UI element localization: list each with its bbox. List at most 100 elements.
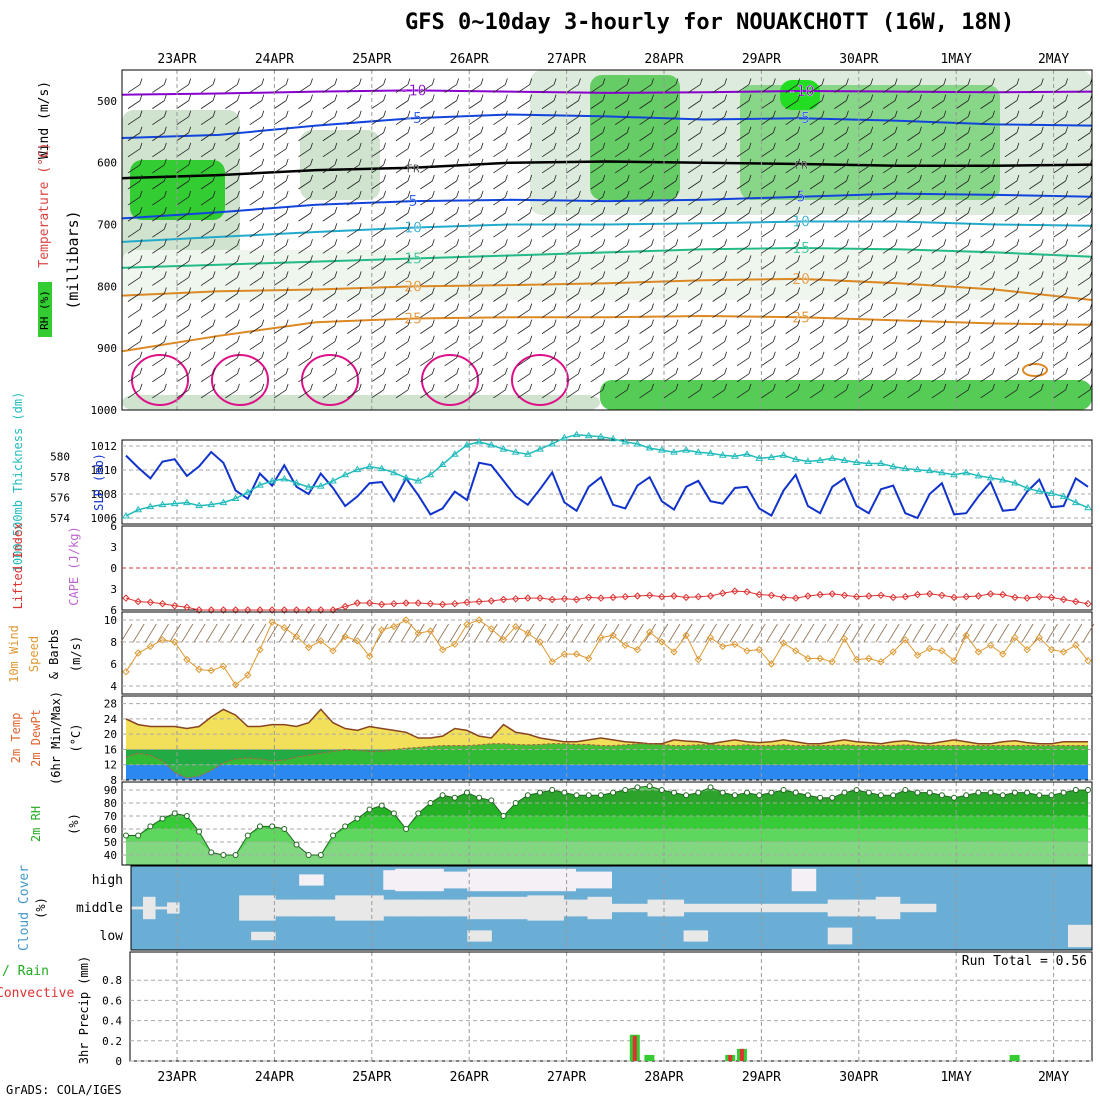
wind-barb	[127, 228, 141, 238]
thickness-point	[487, 440, 496, 448]
cloud-cell	[395, 899, 408, 917]
wind-barb	[639, 116, 652, 126]
wind-barb	[273, 389, 287, 399]
wind-barb	[249, 180, 263, 190]
y-tick-label: 574	[50, 512, 70, 525]
wind-barb	[931, 196, 945, 206]
wind-barb	[322, 325, 336, 334]
wind-barb	[395, 148, 409, 158]
wind-barb	[303, 623, 315, 643]
wind-barb-flag	[1016, 367, 1020, 374]
cloud-cell	[275, 899, 288, 917]
wind-barb-flag	[163, 94, 167, 101]
cloud-cell	[911, 903, 925, 913]
wind-barb	[663, 84, 677, 93]
wind-barb-flag	[967, 110, 971, 117]
wind-barb-flag	[724, 255, 727, 262]
wind-barb	[468, 164, 482, 174]
cloud-cell	[455, 899, 468, 917]
wind-barb	[619, 623, 632, 643]
wind-barb	[225, 261, 238, 270]
wind-barb-flag	[1040, 158, 1044, 166]
wind-barb	[541, 84, 555, 93]
y-label-thickness: 1000-500mb Thickness (dm)	[11, 392, 25, 573]
dewpoint-line	[125, 743, 1088, 779]
wind-barb-flag	[505, 335, 508, 342]
precip-convective-bar	[632, 1035, 637, 1061]
wind-barb	[347, 132, 360, 142]
y-tick-label: 0.2	[102, 1035, 122, 1048]
cloud-cell	[671, 899, 685, 917]
wind-barb	[882, 228, 896, 238]
wind-barb	[254, 623, 267, 643]
cloud-cell	[563, 899, 576, 917]
wind-speed-point	[414, 629, 422, 637]
wind-barb-flag	[480, 126, 484, 133]
wind-barb-flag	[529, 287, 533, 294]
wind-barb	[736, 180, 750, 190]
cloud-cell	[875, 896, 889, 920]
wind-barb-flag	[505, 239, 508, 246]
wind-barb-flag	[578, 142, 581, 149]
rh-point	[975, 789, 982, 796]
wind-barb-flag	[675, 383, 679, 391]
wind-barb-flag	[505, 383, 508, 391]
wind-barb	[152, 325, 165, 334]
lifted-index-point	[597, 594, 605, 602]
wind-barb-flag	[992, 142, 995, 149]
wind-barb	[225, 389, 238, 399]
rh-point	[147, 823, 154, 830]
wind-barb	[566, 116, 579, 126]
wind-barb-flag	[358, 319, 362, 326]
wind-barb-flag	[821, 207, 825, 214]
wind-barb-flag	[334, 351, 338, 358]
thickness-point	[146, 502, 155, 510]
wind-barb	[1053, 132, 1066, 142]
rh-point	[683, 792, 690, 799]
wind-barb-flag	[870, 303, 874, 310]
wind-barb-flag	[553, 367, 557, 374]
wind-barb-flag	[772, 94, 776, 101]
lifted-index-point	[414, 599, 422, 607]
wind-barb-flag	[505, 126, 508, 133]
wind-barb	[230, 623, 242, 643]
wind-speed-point	[767, 660, 776, 668]
wind-barb	[688, 261, 701, 270]
wind-barb-flag	[578, 158, 581, 166]
wind-barb	[1004, 309, 1018, 318]
wind-barb-flag	[212, 367, 216, 374]
wind-barb	[444, 277, 457, 286]
wind-speed-point	[268, 618, 276, 626]
wind-barb	[955, 309, 969, 318]
wind-barb	[444, 389, 457, 399]
wind-barb	[444, 116, 457, 126]
wind-barb	[729, 623, 742, 643]
wind-barb-flag	[821, 94, 825, 101]
wind-barb	[176, 148, 189, 158]
wind-barb	[736, 212, 750, 222]
wind-barb	[761, 277, 774, 286]
wind-barb	[249, 293, 263, 302]
wind-barb	[761, 84, 774, 93]
y-tick-label: 8	[110, 636, 117, 649]
wind-speed-point	[670, 648, 678, 656]
wind-barb	[273, 309, 287, 318]
wind-barb-flag	[626, 255, 630, 262]
cloud-cell	[599, 871, 612, 889]
wind-barb	[1004, 84, 1018, 93]
wind-barb-flag	[772, 303, 776, 310]
rh-point	[731, 792, 738, 799]
wind-barb-flag	[139, 303, 143, 310]
cloud-cell	[479, 930, 492, 942]
wind-barb-flag	[553, 383, 557, 391]
wind-barb	[882, 164, 896, 174]
wind-barb	[809, 325, 823, 334]
wind-barb-flag	[797, 126, 801, 133]
wind-barb	[176, 389, 189, 399]
wind-barb	[907, 325, 920, 334]
wind-speed-point	[195, 665, 203, 674]
wind-barb	[566, 196, 579, 206]
wind-barb	[444, 132, 457, 142]
wind-barb-flag	[237, 94, 240, 101]
wind-barb	[882, 180, 896, 190]
